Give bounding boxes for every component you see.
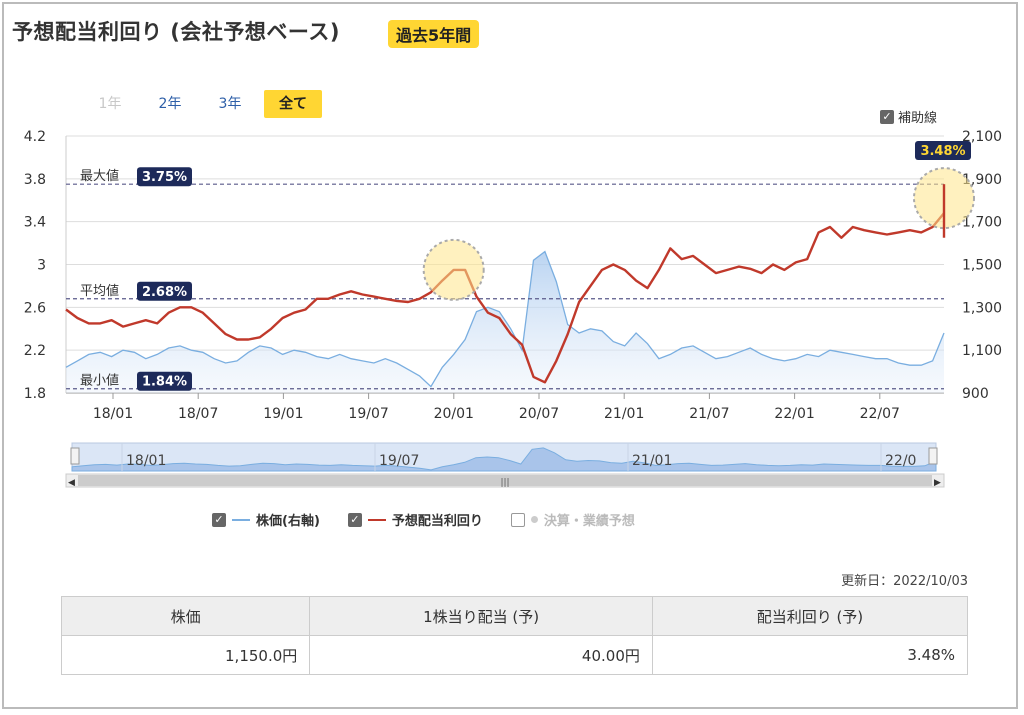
aux-lines-label: 補助線 <box>898 111 938 126</box>
navigator-handle[interactable] <box>928 447 938 465</box>
range-all-button[interactable]: 全て <box>264 90 322 118</box>
navigator-label: 19/07 <box>379 453 419 469</box>
reference-badge <box>137 371 192 391</box>
aux-lines-toggle[interactable]: ✓ 補助線 <box>880 107 937 126</box>
x-tick-label: 18/07 <box>178 406 218 422</box>
reference-badge <box>137 167 192 187</box>
navigator-handle[interactable] <box>70 447 80 465</box>
y-left-tick-label: 4.2 <box>24 129 46 145</box>
table-header-row: 株価 1株当り配当 (予) 配当利回り (予) <box>60 596 969 636</box>
checkbox-icon[interactable]: ✓ <box>347 512 362 527</box>
updated-date: 更新日：2022/10/03 <box>841 574 968 589</box>
checkbox-icon[interactable]: ✓ <box>880 109 894 124</box>
last-value-label: 3.48% <box>920 144 965 159</box>
reference-badge <box>137 281 192 301</box>
line-swatch-icon <box>232 518 250 521</box>
legend-item-stock-price[interactable]: ✓ 株価(右軸) <box>212 510 320 529</box>
y-left-tick-label: 3.4 <box>24 215 46 231</box>
summary-table: 株価 1株当り配当 (予) 配当利回り (予) 1,150.0円 40.00円 … <box>60 596 969 675</box>
range-selector: 1年 2年 3年 全て <box>80 90 322 118</box>
dot-icon <box>530 516 538 523</box>
reference-value: 3.75% <box>142 170 187 185</box>
x-tick-label: 21/01 <box>604 406 644 422</box>
navigator-label: 21/01 <box>632 453 672 469</box>
legend-item-dividend-yield[interactable]: ✓ 予想配当利回り <box>347 510 483 529</box>
yield-line <box>65 212 945 384</box>
table-cell-dividend: 40.00円 <box>309 635 653 675</box>
reference-value: 1.84% <box>142 375 187 390</box>
checkbox-empty-icon[interactable] <box>510 512 525 527</box>
reference-label: 平均値 <box>80 283 119 299</box>
x-tick-label: 19/01 <box>263 406 303 422</box>
y-right-tick-label: 900 <box>962 386 989 402</box>
x-tick-label: 22/01 <box>774 406 814 422</box>
last-value-badge <box>915 141 971 160</box>
y-right-tick-label: 1,100 <box>962 343 1002 359</box>
reference-label: 最大値 <box>80 168 119 184</box>
table-header: 株価 <box>60 596 311 636</box>
x-tick-label: 20/01 <box>434 406 474 422</box>
scrollbar-thumb[interactable] <box>78 475 932 486</box>
x-tick-label: 22/07 <box>860 406 900 422</box>
price-line <box>65 250 945 388</box>
grip-icon: ||| <box>500 478 509 488</box>
range-3y-button[interactable]: 3年 <box>218 96 242 112</box>
y-left-tick-label: 2.2 <box>24 343 46 359</box>
legend-item-earnings[interactable]: 決算・業績予想 <box>510 510 635 529</box>
y-right-tick-label: 1,700 <box>962 215 1002 231</box>
range-2y-button[interactable]: 2年 <box>158 96 182 112</box>
legend-label: 決算・業績予想 <box>543 514 635 529</box>
table-header: 配当利回り (予) <box>651 596 969 636</box>
range-1y-button[interactable]: 1年 <box>98 96 122 112</box>
x-tick-label: 20/07 <box>519 406 559 422</box>
checkbox-icon[interactable]: ✓ <box>212 512 226 527</box>
x-tick-label: 19/07 <box>348 406 388 422</box>
reference-value: 2.68% <box>142 285 187 300</box>
scroll-right-icon[interactable]: ▶ <box>934 478 941 488</box>
table-cell-yield: 3.48% <box>651 635 969 675</box>
y-right-tick-label: 2,100 <box>962 129 1002 145</box>
navigator-label: 18/01 <box>126 453 166 469</box>
y-left-tick-label: 3 <box>37 258 46 274</box>
table-row: 1,150.0円 40.00円 3.48% <box>60 635 969 675</box>
legend-label: 株価(右軸) <box>256 514 320 529</box>
price-area <box>66 251 944 393</box>
y-right-tick-label: 1,500 <box>962 258 1002 274</box>
y-left-tick-label: 2.6 <box>24 300 46 316</box>
x-tick-label: 21/07 <box>689 406 729 422</box>
table-cell-price: 1,150.0円 <box>60 635 311 675</box>
y-left-tick-label: 1.8 <box>24 386 46 402</box>
legend: ✓ 株価(右軸) ✓ 予想配当利回り 決算・業績予想 <box>212 510 635 529</box>
line-swatch-icon <box>367 518 386 521</box>
yield-chart: 4.2 3.8 3.4 3 2.6 2.2 1.8 2,100 1,900 1,700 1,500 1… <box>24 129 1002 488</box>
navigator-series <box>71 447 937 472</box>
highlight-circle <box>422 238 485 301</box>
reference-label: 最小値 <box>80 373 119 389</box>
navigator-label: 22/0 <box>885 453 916 469</box>
y-right-tick-label: 1,900 <box>962 172 1002 188</box>
legend-label: 予想配当利回り <box>391 514 483 529</box>
period-badge: 過去5年間 <box>388 20 480 48</box>
table-header: 1株当り配当 (予) <box>309 596 653 636</box>
scroll-left-icon[interactable]: ◀ <box>68 478 75 488</box>
x-tick-label: 18/01 <box>93 406 133 422</box>
y-left-tick-label: 3.8 <box>24 172 46 188</box>
page-title: 予想配当利回り (会社予想ベース) <box>12 20 340 44</box>
y-right-tick-label: 1,300 <box>962 300 1002 316</box>
